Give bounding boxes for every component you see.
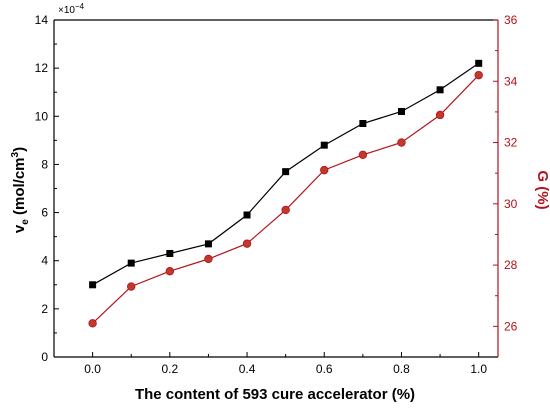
series-layer: [88, 59, 483, 328]
multiplier-exponent: −4: [75, 2, 85, 11]
left-y-axis-title-sup: 3: [10, 151, 21, 157]
series-1-point: [436, 86, 444, 94]
series-1-point: [243, 211, 251, 219]
series-1-point: [204, 240, 212, 248]
right-y-tick-label: 32: [504, 136, 518, 150]
series-2-point: [165, 267, 175, 276]
series-1-point: [397, 107, 405, 115]
left-y-tick-label: 8: [41, 157, 48, 171]
left-y-tick-label: 2: [41, 302, 48, 316]
series-2-point: [281, 205, 290, 215]
right-y-axis: 26 28 30 32 34 36: [493, 13, 518, 333]
series-1-point: [127, 259, 135, 267]
left-y-tick-label: 14: [35, 13, 49, 27]
series-line-2: [92, 74, 480, 324]
right-y-tick-label: 26: [504, 319, 518, 333]
right-y-tick-label: 30: [504, 197, 518, 211]
x-tick-label: 0.6: [316, 362, 333, 376]
plot-frame: [53, 19, 499, 358]
left-y-tick-label: 4: [41, 254, 48, 268]
series-1-point: [320, 141, 328, 149]
right-y-axis-title: G (%): [534, 170, 550, 209]
left-y-axis-title-main: v: [11, 224, 28, 233]
left-y-tick-label: 12: [35, 61, 49, 75]
left-y-axis-title-sub: e: [20, 219, 31, 225]
series-2-point: [435, 110, 445, 120]
left-y-axis-title-end: ): [11, 147, 28, 152]
x-axis-title: The content of 593 cure accelerator (%): [135, 386, 415, 403]
left-y-axis: 0 2 4 6 8 10 12 14: [35, 13, 59, 364]
x-tick-label: 1.0: [470, 362, 487, 376]
series-1-point: [166, 249, 174, 257]
series-2-point: [397, 138, 406, 147]
x-tick-label: 0.8: [393, 362, 410, 376]
series-2-point: [204, 254, 213, 264]
left-y-tick-label: 0: [41, 350, 48, 364]
series-2-point: [358, 150, 368, 159]
left-y-tick-label: 10: [35, 109, 49, 123]
series-2-point: [88, 319, 97, 328]
series-2-point: [242, 239, 252, 248]
right-y-tick-label: 28: [504, 258, 518, 272]
right-y-tick-label: 36: [504, 13, 518, 27]
series-1-point: [89, 281, 97, 289]
series-1-point: [282, 168, 290, 176]
left-y-axis-multiplier: ×10−4: [58, 2, 85, 16]
x-tick-label: 0.4: [239, 362, 256, 376]
right-y-tick-label: 34: [504, 74, 518, 88]
series-2-point: [127, 282, 136, 291]
series-1-point: [359, 120, 367, 128]
series-2-point: [474, 70, 483, 80]
x-axis: 0.0 0.2 0.4 0.6 0.8 1.0: [53, 352, 487, 376]
multiplier-base: ×10: [58, 5, 75, 16]
x-tick-label: 0.2: [161, 362, 178, 376]
series-2-point: [320, 165, 329, 175]
left-y-tick-label: 6: [41, 206, 48, 220]
series-1-point: [475, 59, 483, 67]
left-y-axis-title: ve (mol/cm3): [10, 147, 31, 233]
left-y-axis-title-rest: (mol/cm: [11, 157, 28, 219]
x-tick-label: 0.0: [84, 362, 101, 376]
